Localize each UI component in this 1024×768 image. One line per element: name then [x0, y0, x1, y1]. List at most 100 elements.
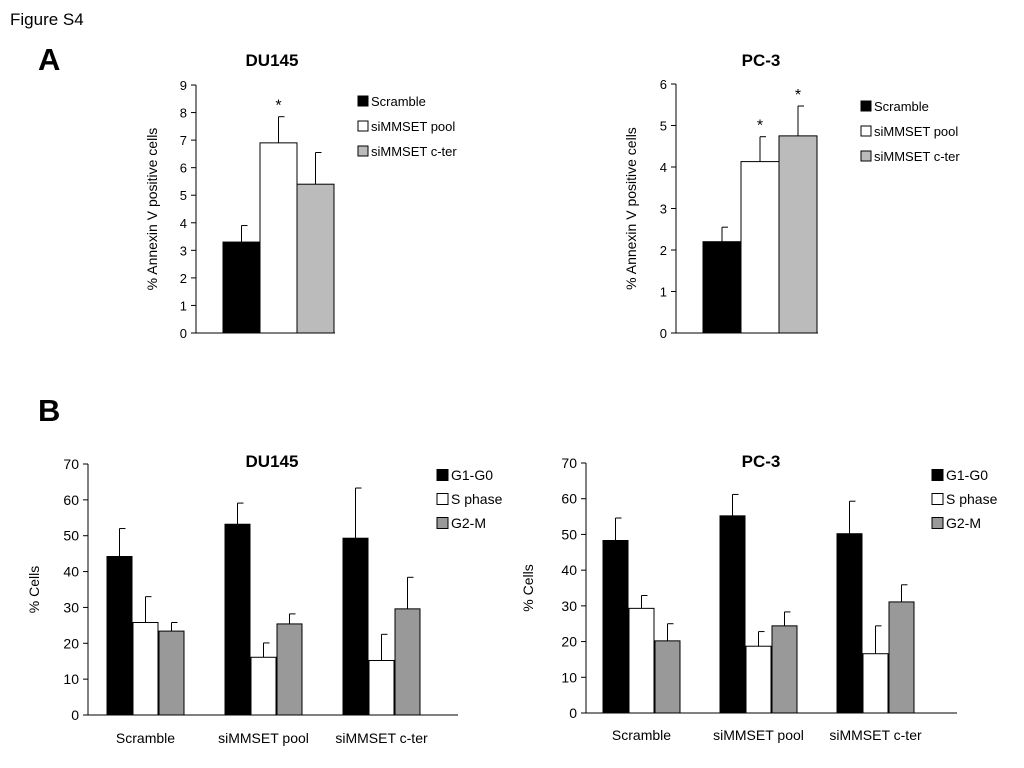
chart2-legend-label: siMMSET pool	[874, 124, 958, 139]
chart4-y-axis-label: % Cells	[520, 564, 536, 611]
chart1-bar	[296, 183, 335, 334]
chart1-legend-label: Scramble	[371, 94, 426, 109]
chart1-legend-swatch	[357, 145, 369, 157]
chart4-legend-swatch	[931, 493, 944, 505]
chart2-y-tick-label: 3	[660, 202, 667, 217]
chart4-title: PC-3	[742, 452, 781, 471]
chart1-y-tick-label: 7	[180, 133, 187, 148]
chart2-y-tick-label: 1	[660, 285, 667, 300]
chart1-y-tick-label: 8	[180, 106, 187, 121]
chart4-bar	[745, 645, 772, 714]
chart3-legend-swatch	[436, 469, 449, 481]
chart2-significance-marker: *	[757, 118, 763, 135]
chart4-y-tick-label: 40	[561, 562, 577, 578]
chart3-title: DU145	[246, 452, 299, 471]
chart3-bar	[106, 556, 133, 716]
chart4-bar	[602, 540, 629, 714]
chart1-legend-label: siMMSET pool	[371, 119, 455, 134]
chart3-y-tick-label: 0	[71, 707, 79, 723]
chart1-y-tick-label: 6	[180, 161, 187, 176]
panel-letter-a: A	[38, 42, 61, 77]
figure-label: Figure S4	[10, 10, 84, 29]
chart3-legend-label: S phase	[451, 491, 503, 507]
chart4-y-tick-label: 30	[561, 598, 577, 614]
chart4-y-tick-label: 0	[569, 705, 577, 721]
chart2-y-tick-label: 6	[660, 77, 667, 92]
chart3-y-tick-label: 40	[63, 564, 79, 580]
chart3-y-tick-label: 60	[63, 492, 79, 508]
chart2-y-tick-label: 0	[660, 326, 667, 341]
chart2-legend-swatch	[860, 100, 872, 112]
chart3-legend-swatch	[436, 493, 449, 505]
chart4-bar	[836, 533, 863, 714]
chart4-y-tick-label: 70	[561, 455, 577, 471]
chart1-significance-marker: *	[275, 98, 281, 115]
chart2-legend-label: Scramble	[874, 99, 929, 114]
chart1-bar	[222, 241, 261, 334]
chart4-bar	[888, 601, 915, 714]
chart2-legend-label: siMMSET c-ter	[874, 149, 960, 164]
chart4-legend-label: G2-M	[946, 515, 981, 531]
chart3-y-tick-label: 70	[63, 456, 79, 472]
chart2-legend-swatch	[860, 150, 872, 162]
chart3-bar	[276, 623, 303, 716]
chart2-bar	[702, 241, 742, 334]
chart2-bar	[778, 135, 818, 334]
chart4-legend-swatch	[931, 469, 944, 481]
chart2-title: PC-3	[742, 51, 781, 70]
chart3-category-label: siMMSET c-ter	[335, 730, 428, 746]
chart2-y-tick-label: 4	[660, 160, 667, 175]
chart4-category-label: Scramble	[612, 727, 671, 743]
chart1-y-tick-label: 9	[180, 78, 187, 93]
chart3-y-tick-label: 50	[63, 528, 79, 544]
chart2-legend-swatch	[860, 125, 872, 137]
chart3-bar	[342, 537, 369, 716]
chart4-bar	[719, 515, 746, 714]
chart1-y-tick-label: 0	[180, 326, 187, 341]
chart3-y-tick-label: 20	[63, 635, 79, 651]
chart3-bar	[394, 608, 421, 716]
chart4-y-tick-label: 50	[561, 526, 577, 542]
chart3-legend-label: G2-M	[451, 515, 486, 531]
chart1-bar	[259, 142, 298, 334]
chart2-y-tick-label: 5	[660, 119, 667, 134]
chart4-y-tick-label: 10	[561, 669, 577, 685]
chart3-bar	[250, 656, 277, 716]
chart4-y-tick-label: 20	[561, 634, 577, 650]
chart1-y-tick-label: 3	[180, 243, 187, 258]
chart1-legend-swatch	[357, 95, 369, 107]
chart4-bar	[654, 640, 681, 714]
chart3-legend-label: G1-G0	[451, 467, 493, 483]
chart1-y-tick-label: 1	[180, 298, 187, 313]
chart4-legend-label: S phase	[946, 491, 998, 507]
chart3-legend-swatch	[436, 517, 449, 529]
chart3-bar	[132, 621, 159, 716]
chart2-y-tick-label: 2	[660, 243, 667, 258]
chart3-bar	[224, 523, 251, 716]
chart4-bar	[862, 653, 889, 714]
chart3-category-label: siMMSET pool	[218, 730, 309, 746]
chart3-y-tick-label: 10	[63, 671, 79, 687]
chart3-bar	[158, 630, 185, 716]
chart4-y-tick-label: 60	[561, 491, 577, 507]
chart3-y-tick-label: 30	[63, 599, 79, 615]
chart3-category-label: Scramble	[116, 730, 175, 746]
chart1-legend-swatch	[357, 120, 369, 132]
chart1-y-tick-label: 5	[180, 188, 187, 203]
chart4-bar	[628, 607, 655, 714]
chart1-title: DU145	[246, 51, 299, 70]
chart4-category-label: siMMSET pool	[713, 727, 804, 743]
chart4-legend-label: G1-G0	[946, 467, 988, 483]
chart4-legend-swatch	[931, 517, 944, 529]
chart2-bar	[740, 161, 780, 334]
panel-letter-b: B	[38, 393, 61, 428]
chart2-y-axis-label: % Annexin V positive cells	[623, 127, 639, 290]
chart4-category-label: siMMSET c-ter	[829, 727, 922, 743]
chart1-y-tick-label: 4	[180, 216, 187, 231]
chart3-y-axis-label: % Cells	[26, 566, 42, 613]
chart1-y-axis-label: % Annexin V positive cells	[144, 128, 160, 291]
chart4-bar	[771, 625, 798, 714]
chart1-y-tick-label: 2	[180, 271, 187, 286]
chart3-bar	[368, 659, 395, 716]
